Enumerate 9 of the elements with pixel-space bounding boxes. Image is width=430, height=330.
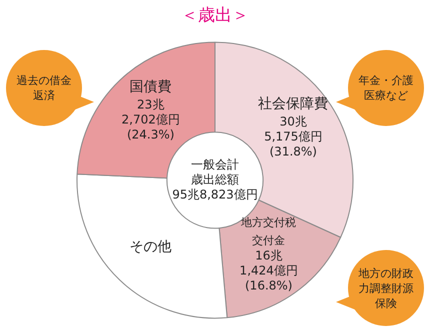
slice-label: 社会保障費 — [258, 96, 328, 112]
slice-label: 国債費 — [130, 79, 172, 96]
slice-label: 地方交付税交付金 — [240, 216, 296, 248]
data-label: 16兆 1,424億円 (16.8%) — [240, 248, 298, 292]
slice-label: その他 — [130, 239, 172, 256]
chart-title: ＜歳出＞ — [181, 6, 249, 26]
data-label: 23兆 2,702億円 (24.3%) — [122, 98, 180, 142]
data-label: 30兆 5,175億円 (31.8%) — [264, 114, 322, 158]
text: 一般会計歳出総額95兆8,823億円 — [172, 157, 258, 202]
